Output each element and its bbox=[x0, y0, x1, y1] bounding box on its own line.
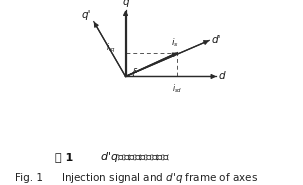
Text: $\varepsilon$: $\varepsilon$ bbox=[132, 66, 138, 75]
Text: q': q' bbox=[82, 10, 91, 20]
Text: $d$'$q$轴坐标系及注入信号: $d$'$q$轴坐标系及注入信号 bbox=[97, 150, 170, 164]
Text: q: q bbox=[122, 0, 129, 7]
Text: $i_s$: $i_s$ bbox=[171, 37, 178, 49]
Text: Injection signal and $d$'$q$ frame of axes: Injection signal and $d$'$q$ frame of ax… bbox=[61, 171, 258, 185]
Text: Fig. 1: Fig. 1 bbox=[15, 173, 43, 183]
Text: d': d' bbox=[211, 35, 221, 45]
Text: $i_{sd}$: $i_{sd}$ bbox=[172, 82, 183, 95]
Text: $i_{sq}$: $i_{sq}$ bbox=[106, 42, 116, 55]
Text: 图 1: 图 1 bbox=[55, 152, 73, 162]
Text: d: d bbox=[218, 71, 225, 81]
